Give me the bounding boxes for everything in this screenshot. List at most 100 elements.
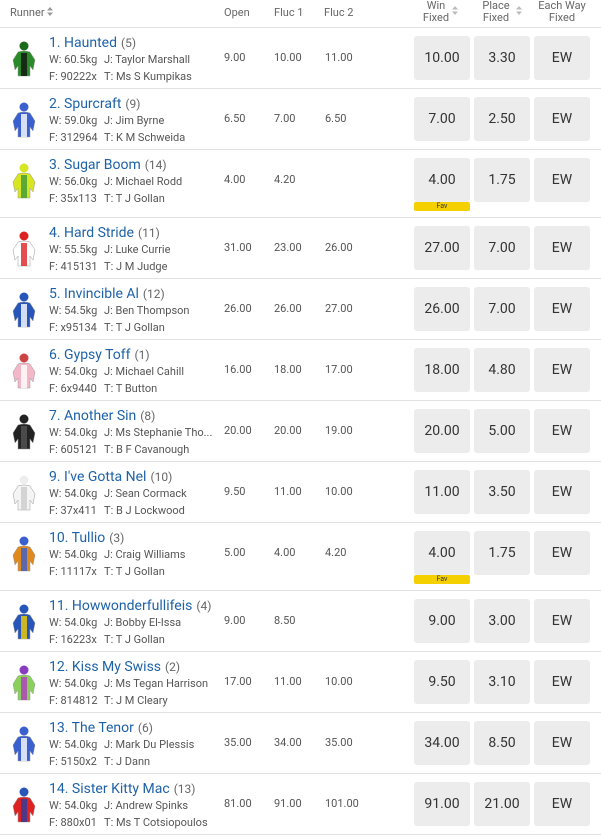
runner-name-line[interactable]: 11. Howwonderfullifeis (4): [49, 595, 211, 614]
jockey: J: Ms Tegan Harrison: [104, 677, 209, 690]
each-way-button[interactable]: EW: [534, 226, 590, 270]
fluc2-price: 10.00: [325, 485, 353, 498]
open-price: 5.00: [224, 546, 246, 559]
row-divider: [0, 400, 601, 401]
fluc1-price: 26.00: [274, 302, 302, 315]
win-odds-button[interactable]: 7.00: [414, 97, 470, 141]
silks-icon: [12, 101, 36, 139]
win-odds-button[interactable]: 11.00: [414, 470, 470, 514]
place-odds-button[interactable]: 2.50: [474, 97, 530, 141]
each-way-button[interactable]: EW: [534, 599, 590, 643]
win-odds-button[interactable]: 26.00: [414, 287, 470, 331]
win-odds-button[interactable]: 34.00: [414, 721, 470, 765]
each-way-button[interactable]: EW: [534, 531, 590, 575]
runner-name[interactable]: 3. Sugar Boom: [49, 157, 141, 173]
silks-icon: [12, 725, 36, 763]
barrier: (9): [125, 97, 141, 111]
place-odds-button[interactable]: 7.00: [474, 287, 530, 331]
runner-name-line[interactable]: 13. The Tenor (6): [49, 717, 153, 736]
each-way-button[interactable]: EW: [534, 782, 590, 826]
each-way-button[interactable]: EW: [534, 470, 590, 514]
runner-name[interactable]: 12. Kiss My Swiss: [49, 659, 162, 675]
silks-icon: [12, 352, 36, 390]
runner-name-line[interactable]: 5. Invincible Al (12): [49, 283, 165, 302]
runner-name[interactable]: 2. Spurcraft: [49, 96, 122, 112]
each-way-button[interactable]: EW: [534, 348, 590, 392]
jockey: J: Luke Currie: [104, 243, 171, 256]
fluc1-price: 8.50: [274, 614, 296, 627]
runner-name[interactable]: 9. I've Gotta Nel: [49, 469, 147, 485]
runner-name-line[interactable]: 6. Gypsy Toff (1): [49, 344, 150, 363]
runner-name-line[interactable]: 9. I've Gotta Nel (10): [49, 466, 172, 485]
runner-name[interactable]: 14. Sister Kitty Mac: [49, 781, 170, 797]
trainer: T: T Button: [104, 382, 158, 395]
runner-name-line[interactable]: 4. Hard Stride (11): [49, 222, 160, 241]
place-header[interactable]: Place Fixed: [472, 0, 520, 24]
jockey: J: Andrew Spinks: [104, 799, 189, 812]
barrier: (1): [134, 348, 150, 362]
barrier: (4): [196, 599, 212, 613]
place-odds-button[interactable]: 1.75: [474, 158, 530, 202]
win-odds-button[interactable]: 4.00: [414, 531, 470, 575]
place-odds-button[interactable]: 1.75: [474, 531, 530, 575]
form: F: 880x01: [49, 816, 97, 829]
fluc1-price: 4.00: [274, 546, 296, 559]
place-odds-button[interactable]: 3.30: [474, 36, 530, 80]
each-way-button[interactable]: EW: [534, 409, 590, 453]
runner-name-line[interactable]: 12. Kiss My Swiss (2): [49, 656, 180, 675]
runner-name[interactable]: 1. Haunted: [49, 35, 117, 51]
weight: W: 56.0kg: [49, 175, 98, 188]
win-odds-button[interactable]: 91.00: [414, 782, 470, 826]
form: F: 415131: [49, 260, 98, 273]
form: F: 605121: [49, 443, 98, 456]
win-odds-button[interactable]: 10.00: [414, 36, 470, 80]
runner-name-line[interactable]: 2. Spurcraft (9): [49, 93, 140, 112]
row-divider: [0, 522, 601, 523]
place-odds-button[interactable]: 3.10: [474, 660, 530, 704]
each-way-button[interactable]: EW: [534, 36, 590, 80]
trainer: T: T J Gollan: [104, 565, 165, 578]
place-odds-button[interactable]: 7.00: [474, 226, 530, 270]
place-odds-button[interactable]: 8.50: [474, 721, 530, 765]
win-odds-button[interactable]: 27.00: [414, 226, 470, 270]
runner-name[interactable]: 13. The Tenor: [49, 720, 134, 736]
place-odds-button[interactable]: 3.50: [474, 470, 530, 514]
runner-name[interactable]: 5. Invincible Al: [49, 286, 139, 302]
trainer: T: Ms S Kumpikas: [104, 70, 192, 83]
win-odds-button[interactable]: 20.00: [414, 409, 470, 453]
runner-name[interactable]: 6. Gypsy Toff: [49, 347, 131, 363]
win-header[interactable]: Win Fixed: [410, 0, 462, 24]
form: F: 6x9440: [49, 382, 97, 395]
weight: W: 54.0kg: [49, 738, 98, 751]
runner-name[interactable]: 4. Hard Stride: [49, 225, 134, 241]
place-odds-button[interactable]: 4.80: [474, 348, 530, 392]
open-price: 6.50: [224, 112, 246, 125]
fluc1-price: 7.00: [274, 112, 296, 125]
place-odds-button[interactable]: 21.00: [474, 782, 530, 826]
runner-name-line[interactable]: 14. Sister Kitty Mac (13): [49, 778, 195, 797]
win-odds-button[interactable]: 4.00: [414, 158, 470, 202]
win-odds-button[interactable]: 9.50: [414, 660, 470, 704]
row-divider: [0, 339, 601, 340]
each-way-button[interactable]: EW: [534, 158, 590, 202]
win-odds-button[interactable]: 18.00: [414, 348, 470, 392]
each-way-button[interactable]: EW: [534, 287, 590, 331]
row-divider: [0, 149, 601, 150]
runner-name-line[interactable]: 7. Another Sin (8): [49, 405, 155, 424]
each-way-button[interactable]: EW: [534, 721, 590, 765]
place-odds-button[interactable]: 3.00: [474, 599, 530, 643]
win-odds-button[interactable]: 9.00: [414, 599, 470, 643]
runner-name-line[interactable]: 10. Tullio (3): [49, 527, 124, 546]
runner-name[interactable]: 11. Howwonderfullifeis: [49, 598, 193, 614]
place-odds-button[interactable]: 5.00: [474, 409, 530, 453]
runner-name[interactable]: 10. Tullio: [49, 530, 106, 546]
runner-name-line[interactable]: 1. Haunted (5): [49, 32, 136, 51]
runner-header[interactable]: Runner: [10, 6, 54, 19]
weight: W: 54.0kg: [49, 487, 98, 500]
sort-icon: [47, 7, 54, 16]
runner-name[interactable]: 7. Another Sin: [49, 408, 137, 424]
each-way-button[interactable]: EW: [534, 660, 590, 704]
each-way-button[interactable]: EW: [534, 97, 590, 141]
runner-name-line[interactable]: 3. Sugar Boom (14): [49, 154, 167, 173]
form: F: 11117x: [49, 565, 97, 578]
